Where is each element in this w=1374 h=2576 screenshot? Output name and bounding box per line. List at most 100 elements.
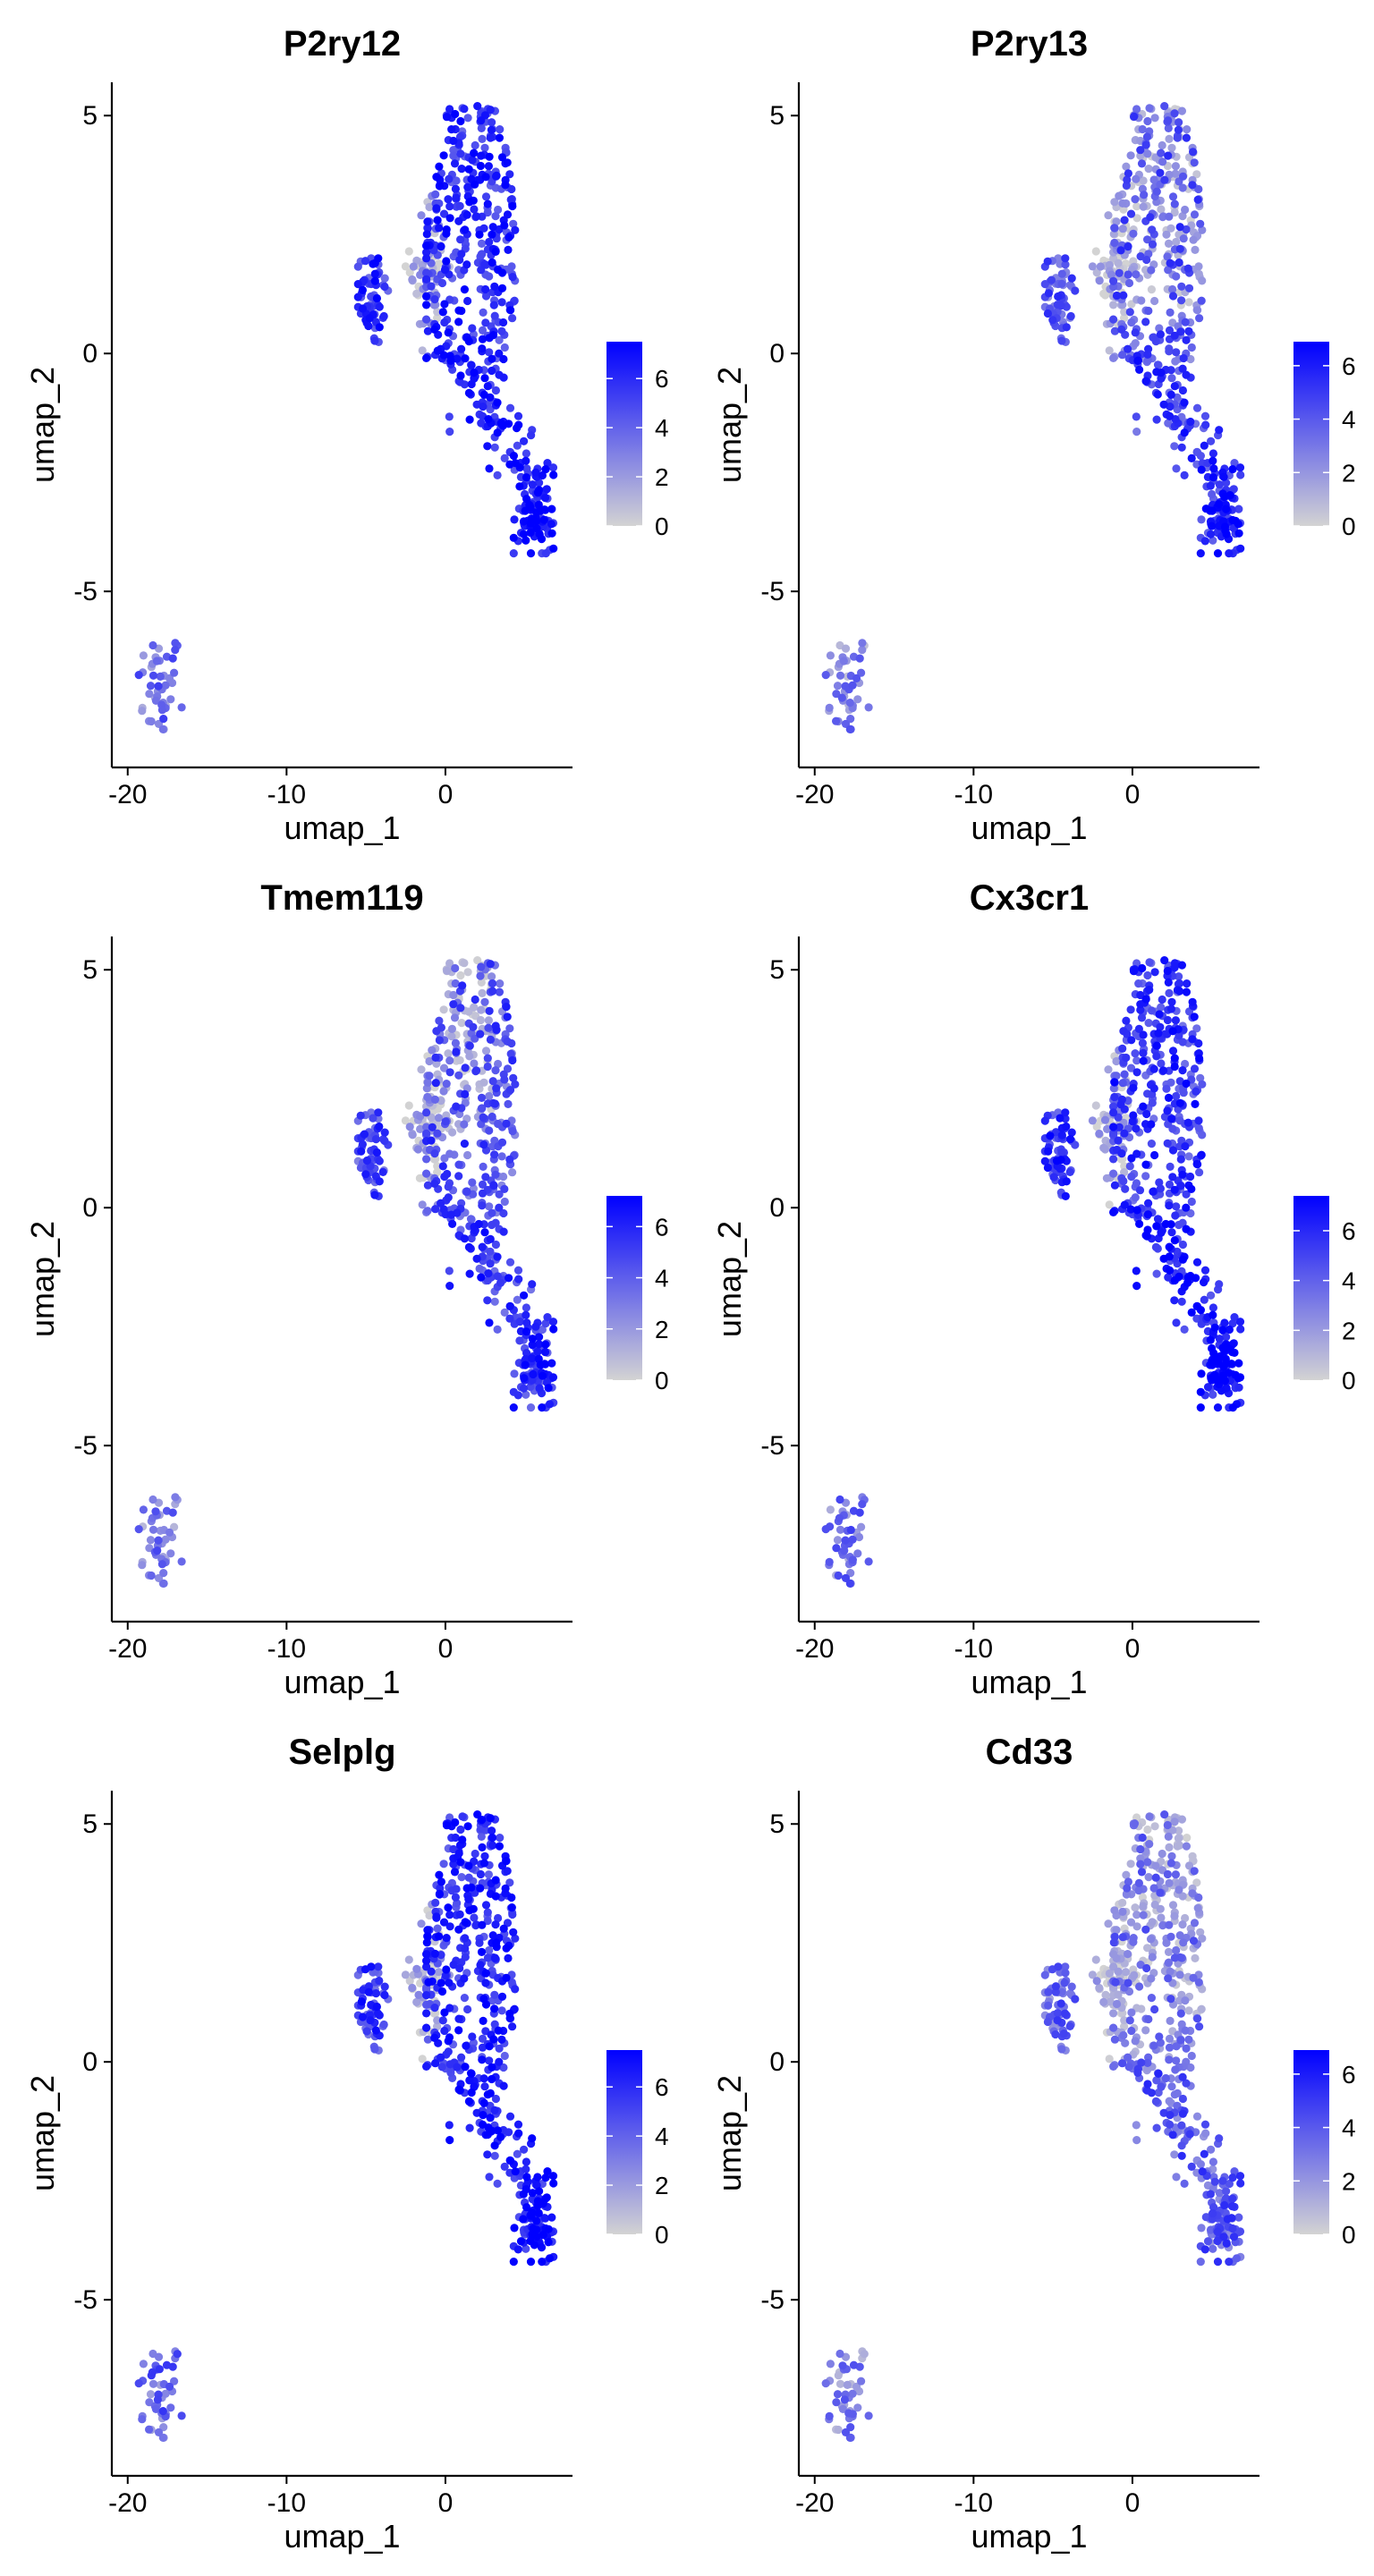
- data-point: [453, 354, 462, 363]
- data-point: [365, 314, 374, 323]
- data-point: [476, 161, 486, 171]
- x-tick-label: -20: [108, 1634, 147, 1664]
- data-point: [442, 1080, 451, 1089]
- data-point: [502, 1119, 511, 1128]
- data-point: [848, 2410, 858, 2419]
- data-point: [848, 681, 857, 690]
- data-point: [1170, 109, 1179, 118]
- data-point: [481, 192, 491, 201]
- data-point: [1044, 2001, 1053, 2010]
- data-point: [374, 1962, 383, 1971]
- data-point: [478, 1189, 488, 1198]
- data-point: [1157, 1228, 1166, 1237]
- data-point: [528, 480, 538, 489]
- data-point: [864, 1557, 873, 1566]
- data-point: [1120, 308, 1129, 317]
- data-point: [432, 173, 441, 182]
- data-point: [1115, 191, 1124, 200]
- data-point: [522, 2244, 530, 2253]
- data-point: [430, 295, 439, 304]
- data-point: [445, 2121, 454, 2130]
- data-point: [505, 2157, 515, 2165]
- data-point: [1126, 1918, 1136, 1927]
- data-point: [1142, 255, 1151, 265]
- data-point: [543, 2167, 552, 2176]
- data-point: [1170, 199, 1179, 208]
- data-point: [504, 1953, 513, 1962]
- data-point: [1225, 549, 1234, 558]
- data-point: [1065, 1167, 1074, 1176]
- data-point: [1118, 351, 1127, 360]
- data-point: [541, 465, 550, 474]
- data-point: [509, 219, 518, 228]
- data-point: [1092, 268, 1101, 277]
- data-point: [491, 2094, 501, 2104]
- data-point: [835, 671, 845, 680]
- data-point: [1141, 995, 1150, 1004]
- data-point: [507, 1903, 516, 1912]
- data-point: [1197, 1150, 1206, 1159]
- data-point: [1177, 296, 1186, 305]
- data-point: [478, 1104, 487, 1113]
- data-point: [826, 1505, 835, 1514]
- data-point: [1225, 1325, 1234, 1335]
- data-point: [532, 524, 541, 533]
- data-point: [1210, 1323, 1219, 1332]
- data-point: [1141, 377, 1150, 386]
- data-point: [1165, 1843, 1174, 1852]
- data-point: [375, 1122, 384, 1131]
- data-point: [422, 1938, 431, 1947]
- data-point: [170, 2377, 179, 2385]
- data-point: [535, 1333, 544, 1342]
- data-point: [1170, 1054, 1179, 1063]
- data-point: [405, 1977, 414, 1986]
- data-point: [1208, 521, 1217, 530]
- data-point: [1088, 262, 1097, 271]
- data-point: [1188, 1035, 1197, 1044]
- data-point: [481, 1046, 491, 1055]
- data-point: [1149, 333, 1158, 342]
- data-point: [427, 282, 436, 291]
- data-point: [548, 1373, 558, 1382]
- data-point: [493, 1272, 503, 1281]
- data-point: [480, 1228, 489, 1237]
- data-point: [1147, 1974, 1156, 1983]
- data-point: [1111, 1978, 1120, 1987]
- data-point: [422, 1108, 431, 1117]
- y-tick-label: 0: [82, 2047, 98, 2077]
- data-point: [485, 2056, 494, 2065]
- data-point: [439, 151, 448, 160]
- data-point: [1149, 175, 1158, 184]
- data-point: [500, 1308, 509, 1317]
- data-point: [505, 1274, 513, 1283]
- data-point: [456, 344, 466, 353]
- data-point: [464, 1873, 473, 1882]
- data-point: [1209, 1390, 1217, 1399]
- data-point: [481, 1969, 490, 1978]
- data-point: [1061, 1962, 1070, 1971]
- data-point: [1164, 1273, 1173, 1282]
- data-point: [470, 1059, 479, 1068]
- x-tick-label: -10: [267, 780, 306, 809]
- data-point: [1153, 360, 1163, 369]
- data-point: [493, 470, 502, 480]
- data-point: [444, 328, 453, 337]
- data-point: [1181, 318, 1190, 326]
- data-point: [1200, 2149, 1209, 2158]
- data-point: [549, 1325, 558, 1334]
- data-point: [422, 230, 431, 239]
- data-point: [404, 247, 413, 256]
- data-point: [1172, 1202, 1181, 1211]
- data-point: [1186, 354, 1195, 364]
- data-point: [1151, 1242, 1160, 1251]
- data-point: [1193, 2014, 1202, 2023]
- data-point: [1170, 208, 1179, 217]
- data-point: [500, 1197, 509, 1207]
- data-point: [528, 2189, 538, 2198]
- data-point: [486, 106, 495, 114]
- data-point: [522, 473, 531, 482]
- data-point: [493, 1325, 502, 1334]
- data-point: [505, 2112, 515, 2121]
- data-point: [357, 1997, 366, 2006]
- data-point: [494, 1913, 503, 1923]
